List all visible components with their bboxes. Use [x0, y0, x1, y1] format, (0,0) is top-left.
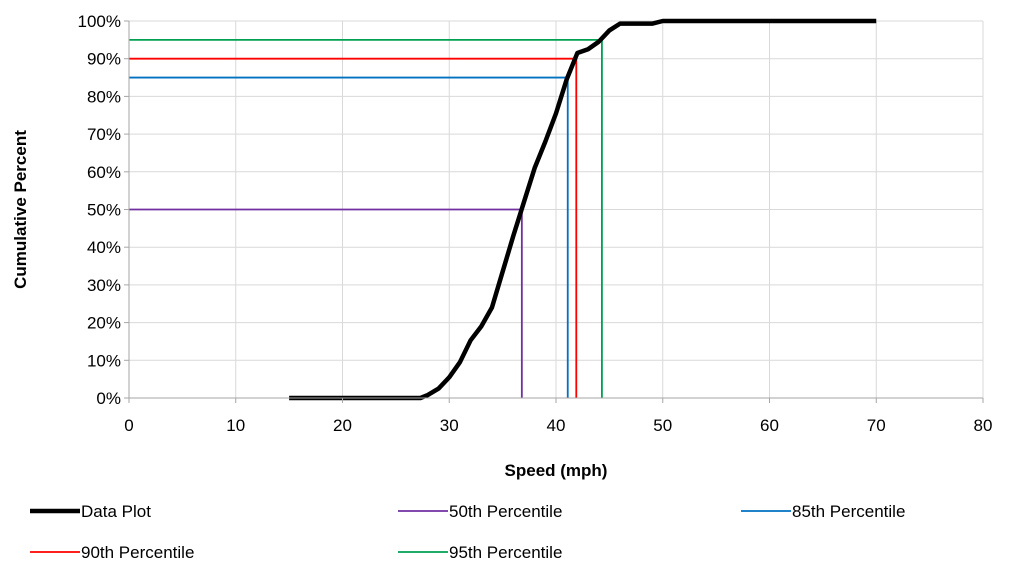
data-plot-line — [289, 18, 877, 401]
legend-item: 90th Percentile — [30, 543, 194, 562]
y-tick-label: 80% — [87, 87, 121, 106]
legend-item: 85th Percentile — [741, 502, 905, 521]
y-tick-label: 100% — [78, 12, 121, 31]
x-axis-title: Speed (mph) — [505, 461, 608, 480]
percentile-line — [129, 208, 523, 398]
y-tick-label: 40% — [87, 238, 121, 257]
percentile-line-path — [129, 38, 603, 398]
y-tick-label: 30% — [87, 276, 121, 295]
x-tick-label: 0 — [124, 416, 133, 435]
y-axis-title: Cumulative Percent — [11, 130, 30, 289]
legend-label: Data Plot — [81, 502, 151, 521]
y-tick-label: 90% — [87, 50, 121, 69]
legend-label: 95th Percentile — [449, 543, 562, 562]
y-tick-label: 20% — [87, 314, 121, 333]
legend-label: 90th Percentile — [81, 543, 194, 562]
legend-item: 95th Percentile — [398, 543, 562, 562]
y-tick-label: 60% — [87, 163, 121, 182]
data-series — [289, 18, 877, 401]
percentile-line — [129, 38, 603, 398]
x-tick-label: 30 — [440, 416, 459, 435]
x-tick-label: 60 — [760, 416, 779, 435]
x-tick-label: 40 — [547, 416, 566, 435]
y-tick-label: 70% — [87, 125, 121, 144]
y-tick-label: 0% — [96, 389, 121, 408]
y-tick-label: 10% — [87, 351, 121, 370]
legend: Data Plot 50th Percentile 85th Percentile 9… — [30, 502, 905, 562]
x-tick-label: 80 — [974, 416, 993, 435]
axes: 0% 10% 20% 30% 40% 50% 60% 70% 80% 90% 100% 0 10 20 30… — [11, 12, 992, 480]
legend-item: 50th Percentile — [398, 502, 562, 521]
percentile-line-path — [129, 208, 523, 398]
percentile-lines — [129, 38, 603, 398]
percentile-line — [129, 57, 578, 398]
legend-label: 50th Percentile — [449, 502, 562, 521]
legend-label: 85th Percentile — [792, 502, 905, 521]
legend-item: Data Plot — [30, 502, 151, 521]
x-tick-label: 20 — [333, 416, 352, 435]
x-tick-label: 50 — [653, 416, 672, 435]
x-tick-label: 10 — [226, 416, 245, 435]
y-tick-label: 50% — [87, 201, 121, 220]
percentile-line-path — [129, 57, 578, 398]
percentile-line-path — [129, 76, 569, 398]
percentile-line — [129, 76, 569, 398]
x-tick-label: 70 — [867, 416, 886, 435]
